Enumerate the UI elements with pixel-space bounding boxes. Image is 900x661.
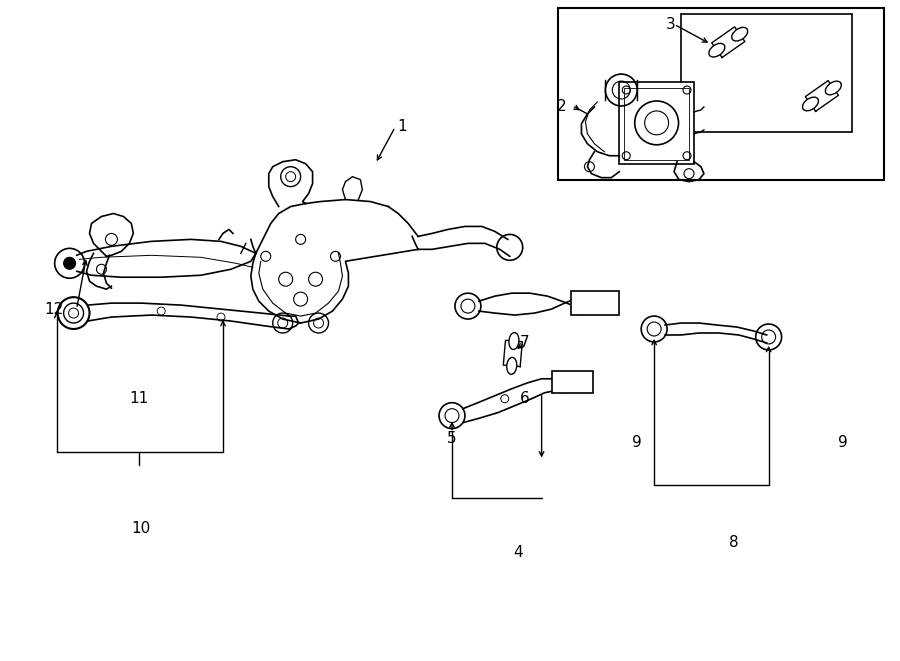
Text: 4: 4 [513,545,523,560]
Text: 9: 9 [839,435,848,450]
Bar [681,15,852,132]
Text: 1: 1 [398,120,407,134]
Text: 7: 7 [520,335,529,350]
Bar [572,291,619,315]
Text: 5: 5 [447,431,457,446]
Text: 11: 11 [130,391,148,407]
Text: 10: 10 [131,521,151,535]
Bar [557,9,884,180]
Text: 3: 3 [666,17,676,32]
Text: 9: 9 [633,435,642,450]
Ellipse shape [732,27,748,41]
Bar [625,88,689,160]
Ellipse shape [709,44,725,57]
Ellipse shape [507,358,517,374]
Text: 8: 8 [729,535,739,549]
Ellipse shape [825,81,842,95]
Ellipse shape [508,332,519,350]
Text: 6: 6 [520,391,529,407]
Text: 2: 2 [557,99,566,114]
Bar [619,82,694,164]
Circle shape [64,257,76,269]
Bar [552,371,593,393]
Ellipse shape [803,97,818,111]
Text: 12: 12 [44,301,63,317]
